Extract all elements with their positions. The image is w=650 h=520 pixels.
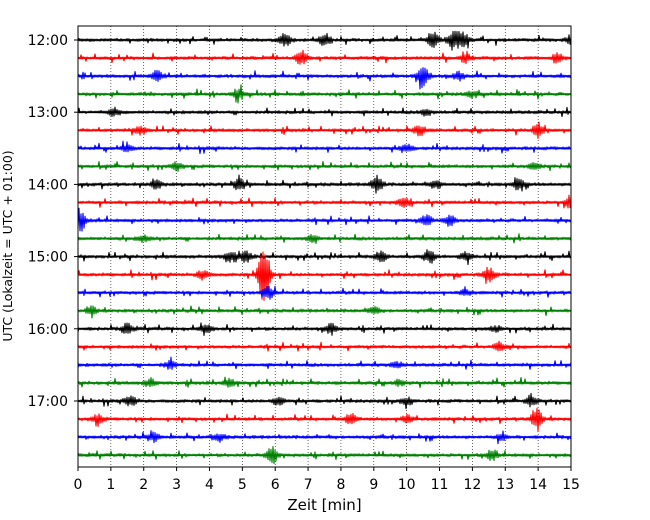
- y-tick-label: 12:00: [28, 33, 68, 49]
- y-tick-label: 13:00: [28, 105, 68, 121]
- seismic-trace-16:00: [77, 322, 572, 336]
- x-tick-label: 15: [562, 477, 580, 493]
- seismic-trace-14:00: [77, 174, 572, 194]
- seismic-trace-12:00: [77, 30, 572, 51]
- x-tick-label: 0: [74, 477, 83, 493]
- x-tick-label: 11: [431, 477, 449, 493]
- seismic-trace-17:15: [77, 407, 572, 433]
- x-tick-label: 1: [106, 477, 115, 493]
- plot-frame: [77, 25, 572, 468]
- x-axis-label: Zeit [min]: [287, 496, 361, 514]
- seismic-trace-15:15: [77, 251, 572, 301]
- traces: [77, 30, 572, 465]
- x-tick-label: 10: [398, 477, 416, 493]
- seismic-trace-14:15: [77, 194, 572, 209]
- seismic-trace-14:30: [77, 207, 572, 232]
- seismic-trace-14:45: [77, 233, 572, 244]
- seismic-trace-12:30: [77, 67, 572, 90]
- x-tick-label: 5: [238, 477, 247, 493]
- x-tick-label: 6: [271, 477, 280, 493]
- x-tick-label: 4: [205, 477, 214, 493]
- seismic-trace-17:00: [77, 392, 572, 410]
- x-tick-label: 7: [304, 477, 313, 493]
- y-tick-label: 17:00: [28, 394, 68, 410]
- x-tick-label: 3: [172, 477, 181, 493]
- seismic-trace-17:30: [77, 430, 572, 445]
- seismic-trace-13:30: [77, 140, 572, 155]
- y-tick-label: 14:00: [28, 177, 68, 193]
- y-axis-label: UTC (Lokalzeit = UTC + 01:00): [0, 150, 15, 341]
- y-axis: 12:00 13:00 14:00 15:00 16:00 17:00: [28, 33, 78, 410]
- seismic-trace-15:45: [77, 305, 572, 319]
- x-tick-label: 2: [139, 477, 148, 493]
- seismic-trace-13:45: [77, 160, 572, 172]
- y-tick-label: 15:00: [28, 250, 68, 266]
- y-tick-label: 16:00: [28, 322, 68, 338]
- x-tick-label: 13: [496, 477, 514, 493]
- x-axis: 0 1 2 3 4 5 6 7 8 9 10 11 12 13 14 15: [74, 467, 580, 493]
- seismic-trace-16:15: [77, 340, 572, 352]
- seismic-trace-13:00: [77, 106, 572, 118]
- x-tick-label: 8: [336, 477, 345, 493]
- x-tick-label: 14: [529, 477, 547, 493]
- seismic-trace-16:30: [77, 356, 572, 370]
- seismic-trace-16:45: [77, 376, 572, 389]
- seismic-trace-17:45: [77, 445, 572, 465]
- x-tick-label: 12: [463, 477, 481, 493]
- seismic-trace-15:00: [77, 249, 572, 266]
- seismic-trace-13:15: [77, 121, 572, 139]
- seismic-trace-15:30: [77, 285, 572, 300]
- seismic-trace-12:45: [77, 84, 572, 104]
- x-tick-label: 9: [369, 477, 378, 493]
- seismic-trace-12:15: [77, 49, 572, 65]
